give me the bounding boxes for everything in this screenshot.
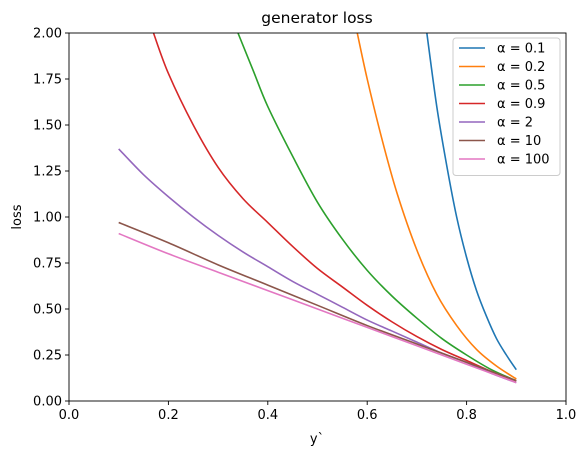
legend-label-0: α = 0.1: [497, 42, 545, 57]
y-tick-label-1: 0.25: [33, 349, 62, 364]
legend: α = 0.1 α = 0.2 α = 0.5 α = 0.9 α = 2 α = 10 α…: [452, 37, 561, 176]
y-tick-label-3: 0.75: [33, 257, 62, 272]
chart-title: generator loss: [261, 9, 372, 27]
series-line-0: [426, 33, 517, 371]
legend-label-1: α = 0.2: [497, 60, 545, 75]
legend-label-6: α = 100: [497, 153, 550, 168]
legend-label-4: α = 2: [497, 116, 533, 131]
x-tick-label-2: 0.4: [257, 408, 278, 423]
x-tick-label-0: 0.0: [59, 408, 80, 423]
series-line-2: [237, 33, 517, 382]
x-tick-label-5: 1.0: [556, 408, 577, 423]
y-tick-label-7: 1.75: [33, 73, 62, 88]
y-tick-label-2: 0.50: [33, 303, 62, 318]
x-tick-label-1: 0.2: [158, 408, 179, 423]
y-tick-label-8: 2.00: [33, 27, 62, 42]
plot-area: 0.0 0.2 0.4 0.6 0.8 1.0 0.00 0.25 0.50 0.75 1.00 1.…: [33, 27, 576, 424]
legend-label-5: α = 10: [497, 134, 541, 149]
series-lines: [118, 33, 517, 384]
y-tick-label-4: 1.00: [33, 211, 62, 226]
series-line-6: [118, 232, 517, 384]
series-line-5: [118, 221, 517, 382]
x-axis-label: y`: [310, 432, 324, 447]
series-line-1: [356, 33, 517, 380]
y-axis-label: loss: [10, 204, 25, 229]
y-tick-label-0: 0.00: [33, 395, 62, 410]
y-tick-label-5: 1.25: [33, 165, 62, 180]
legend-label-3: α = 0.9: [497, 97, 545, 112]
legend-label-2: α = 0.5: [497, 79, 545, 94]
x-tick-label-4: 0.8: [456, 408, 477, 423]
series-line-3: [152, 33, 517, 382]
y-tick-label-6: 1.50: [33, 119, 62, 134]
x-tick-label-3: 0.6: [357, 408, 378, 423]
